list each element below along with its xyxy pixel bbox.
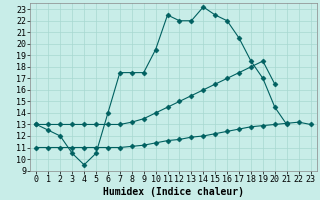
X-axis label: Humidex (Indice chaleur): Humidex (Indice chaleur) <box>103 186 244 197</box>
